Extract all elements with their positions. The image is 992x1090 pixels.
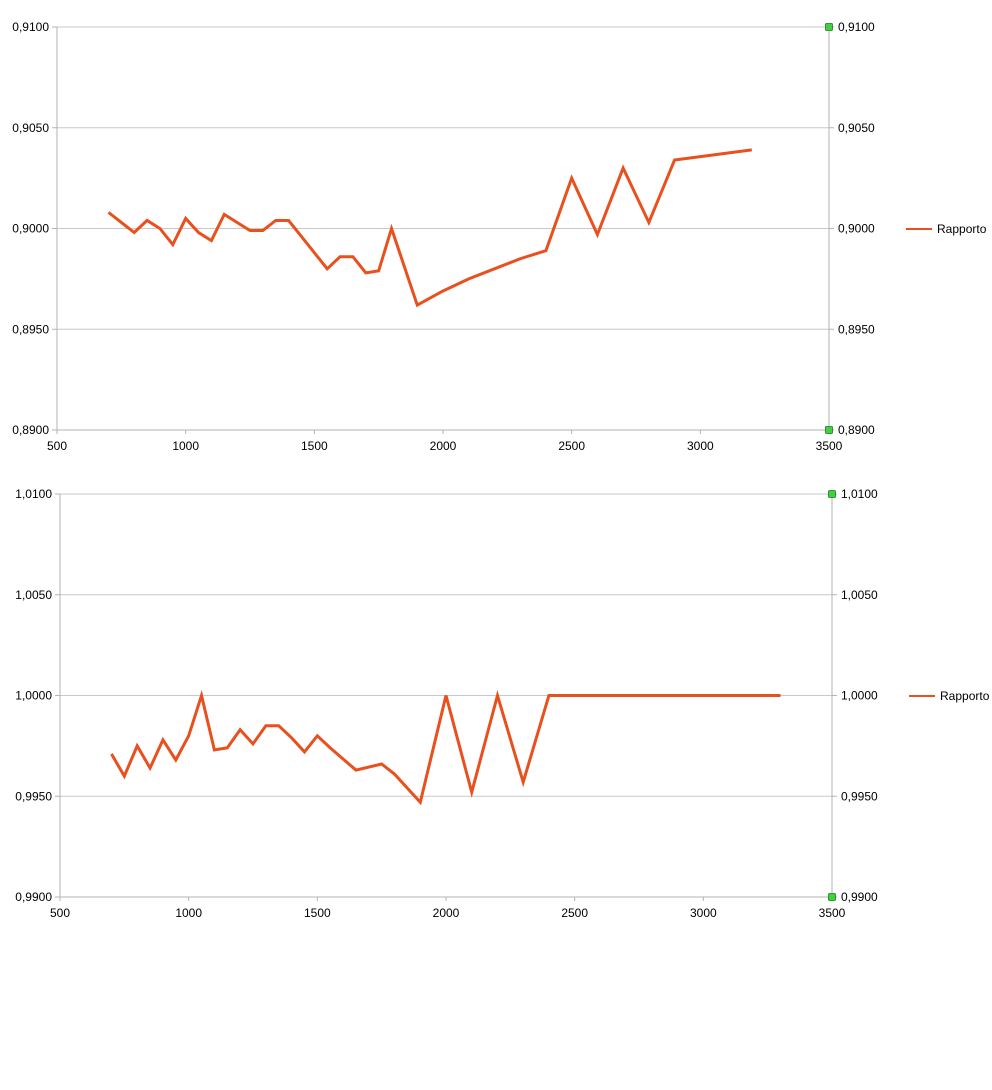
y2-tick-label: 0,8900 — [838, 423, 875, 437]
y2-tick-label: 1,0000 — [841, 689, 878, 703]
y-tick-label: 0,9900 — [15, 890, 52, 904]
y-tick-label: 1,0050 — [15, 588, 52, 602]
x-tick-label: 500 — [47, 439, 67, 453]
axis-handle-marker — [825, 426, 833, 434]
x-tick-label: 1000 — [172, 439, 199, 453]
y-tick-label: 1,0000 — [15, 689, 52, 703]
chart-top: 0,8900 0,8950 0,9000 0,9050 0,9100 0,8900 0,89… — [12, 20, 986, 453]
x-tick-label: 1000 — [175, 906, 202, 920]
series-line-rapporto — [110, 689, 781, 806]
x-tick-label: 3500 — [819, 906, 846, 920]
axis-handle-marker — [828, 893, 836, 901]
x-tick-label: 2500 — [561, 906, 588, 920]
axis-handle-marker — [825, 23, 833, 31]
x-tick-label: 1500 — [301, 439, 328, 453]
y2-tick-label: 1,0100 — [841, 487, 878, 501]
y2-tick-label: 0,9900 — [841, 890, 878, 904]
y-tick-label: 0,9100 — [12, 20, 49, 34]
y2-tick-label: 0,9050 — [838, 121, 875, 135]
x-tick-label: 2000 — [430, 439, 457, 453]
legend-label: Rapporto — [937, 222, 987, 236]
legend-label: Rapporto — [940, 689, 990, 703]
x-tick-label: 3000 — [690, 906, 717, 920]
y2-tick-label: 0,8950 — [838, 322, 875, 336]
y-tick-label: 0,8950 — [12, 322, 49, 336]
y-tick-label: 0,9950 — [15, 789, 52, 803]
x-tick-label: 3500 — [816, 439, 843, 453]
y2-tick-label: 0,9100 — [838, 20, 875, 34]
y-tick-label: 0,9000 — [12, 222, 49, 236]
x-tick-label: 500 — [50, 906, 70, 920]
y-tick-label: 0,8900 — [12, 423, 49, 437]
axis-handle-marker — [828, 490, 836, 498]
x-tick-label: 2500 — [558, 439, 585, 453]
y-tick-label: 1,0100 — [15, 487, 52, 501]
y-tick-label: 0,9050 — [12, 121, 49, 135]
y2-tick-label: 0,9950 — [841, 789, 878, 803]
x-tick-label: 2000 — [433, 906, 460, 920]
chart-bottom: 0,9900 0,9950 1,0000 1,0050 1,0100 0,9900 0,99… — [15, 487, 989, 920]
x-tick-label: 3000 — [687, 439, 714, 453]
y2-tick-label: 0,9000 — [838, 222, 875, 236]
series-line-rapporto — [107, 148, 752, 308]
x-tick-label: 1500 — [304, 906, 331, 920]
y2-tick-label: 1,0050 — [841, 588, 878, 602]
